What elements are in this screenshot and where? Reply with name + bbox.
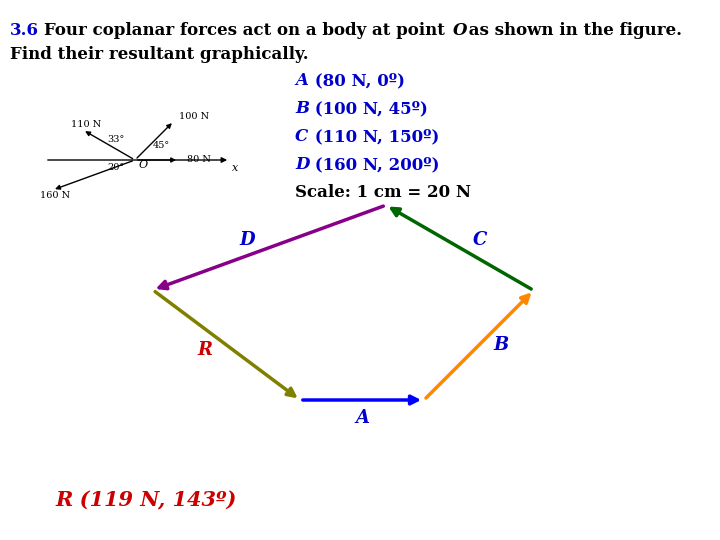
- Text: 45°: 45°: [153, 141, 170, 150]
- Text: Find their resultant graphically.: Find their resultant graphically.: [10, 46, 309, 63]
- Text: (80 N, 0º): (80 N, 0º): [309, 72, 405, 89]
- Text: D: D: [240, 231, 255, 248]
- Text: O: O: [453, 22, 467, 39]
- Text: R (119 N, 143º): R (119 N, 143º): [55, 490, 236, 510]
- Text: as shown in the figure.: as shown in the figure.: [463, 22, 682, 39]
- Text: Four coplanar forces act on a body at point: Four coplanar forces act on a body at po…: [44, 22, 451, 39]
- Text: 80 N: 80 N: [187, 156, 211, 165]
- Text: B: B: [295, 100, 309, 117]
- Text: D: D: [295, 156, 310, 173]
- Text: 160 N: 160 N: [40, 191, 71, 200]
- Text: A: A: [355, 409, 369, 427]
- Text: Scale: 1 cm = 20 N: Scale: 1 cm = 20 N: [295, 184, 471, 201]
- Text: C: C: [472, 231, 487, 249]
- Text: 3.6: 3.6: [10, 22, 39, 39]
- Text: (160 N, 200º): (160 N, 200º): [309, 156, 439, 173]
- Text: A: A: [295, 72, 308, 89]
- Text: (110 N, 150º): (110 N, 150º): [309, 128, 439, 145]
- Text: C: C: [295, 128, 308, 145]
- Text: 110 N: 110 N: [71, 120, 101, 129]
- Text: 33°: 33°: [107, 135, 125, 144]
- Text: R: R: [197, 341, 212, 359]
- Text: O: O: [139, 160, 148, 170]
- Text: 100 N: 100 N: [179, 112, 209, 120]
- Text: x: x: [232, 163, 238, 173]
- Text: 20°: 20°: [107, 163, 124, 172]
- Text: (100 N, 45º): (100 N, 45º): [309, 100, 428, 117]
- Text: B: B: [493, 336, 508, 354]
